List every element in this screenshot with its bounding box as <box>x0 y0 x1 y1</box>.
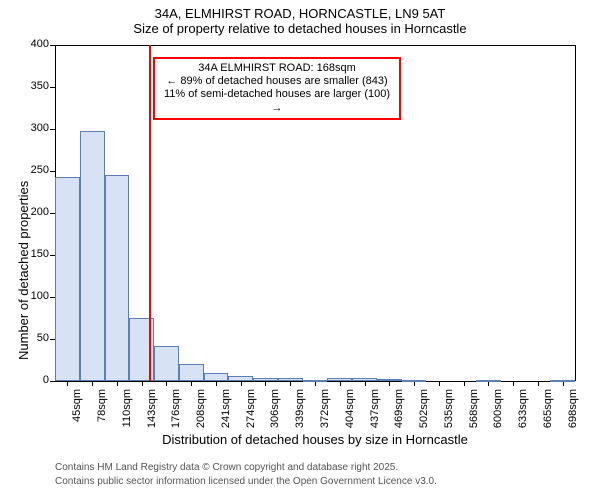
histogram-bar <box>377 379 402 381</box>
histogram-bar <box>352 378 377 381</box>
x-tick-label: 110sqm <box>121 389 133 429</box>
histogram-bar <box>550 380 575 382</box>
histogram-bar <box>253 378 278 381</box>
x-tick-mark <box>513 381 514 386</box>
x-tick-label: 241sqm <box>220 389 232 429</box>
y-tick-label: 150 <box>21 248 49 260</box>
x-tick-mark <box>365 381 366 386</box>
x-tick-mark <box>340 381 341 386</box>
x-tick-label: 437sqm <box>369 389 381 429</box>
x-tick-label: 306sqm <box>269 389 281 429</box>
histogram-bar <box>327 378 352 381</box>
x-tick-label: 502sqm <box>418 389 430 429</box>
x-tick-label: 469sqm <box>393 389 405 429</box>
x-tick-mark <box>166 381 167 386</box>
y-tick-label: 0 <box>21 374 49 386</box>
chart-container: 34A, ELMHIRST ROAD, HORNCASTLE, LN9 5AT … <box>0 0 600 500</box>
y-tick-mark <box>50 129 55 130</box>
histogram-bar <box>179 364 204 381</box>
y-tick-label: 200 <box>21 206 49 218</box>
x-tick-mark <box>464 381 465 386</box>
x-tick-mark <box>117 381 118 386</box>
histogram-bar <box>476 380 501 382</box>
x-tick-label: 665sqm <box>542 389 554 429</box>
x-tick-label: 143sqm <box>146 389 158 429</box>
x-tick-label: 339sqm <box>294 389 306 429</box>
footer-line-2: Contains public sector information licen… <box>55 476 437 487</box>
x-tick-mark <box>142 381 143 386</box>
x-tick-mark <box>389 381 390 386</box>
chart-title-sub: Size of property relative to detached ho… <box>0 21 600 36</box>
callout-line: 11% of semi-detached houses are larger (… <box>161 88 393 114</box>
x-tick-mark <box>241 381 242 386</box>
histogram-bar <box>278 378 303 381</box>
axis-border <box>55 45 575 46</box>
y-tick-mark <box>50 381 55 382</box>
y-tick-mark <box>50 45 55 46</box>
x-tick-label: 274sqm <box>245 389 257 429</box>
histogram-bar <box>204 373 229 381</box>
callout-line: ← 89% of detached houses are smaller (84… <box>161 75 393 88</box>
x-tick-label: 45sqm <box>71 389 83 429</box>
y-tick-label: 300 <box>21 122 49 134</box>
y-tick-label: 50 <box>21 332 49 344</box>
y-tick-mark <box>50 171 55 172</box>
x-tick-mark <box>216 381 217 386</box>
x-tick-mark <box>191 381 192 386</box>
histogram-bar <box>80 131 105 381</box>
x-axis-label: Distribution of detached houses by size … <box>55 432 575 447</box>
histogram-bar <box>303 380 328 382</box>
x-tick-label: 78sqm <box>96 389 108 429</box>
x-tick-mark <box>290 381 291 386</box>
x-tick-mark <box>92 381 93 386</box>
x-tick-label: 568sqm <box>468 389 480 429</box>
y-tick-label: 100 <box>21 290 49 302</box>
reference-line <box>149 45 151 381</box>
y-tick-label: 350 <box>21 80 49 92</box>
callout-box: 34A ELMHIRST ROAD: 168sqm← 89% of detach… <box>153 57 401 120</box>
x-tick-label: 535sqm <box>443 389 455 429</box>
histogram-bar <box>402 380 427 382</box>
histogram-bar <box>105 175 130 381</box>
histogram-bar <box>154 346 179 381</box>
y-tick-mark <box>50 87 55 88</box>
x-tick-mark <box>265 381 266 386</box>
x-tick-label: 600sqm <box>492 389 504 429</box>
footer-line-1: Contains HM Land Registry data © Crown c… <box>55 462 398 473</box>
x-tick-label: 698sqm <box>567 389 579 429</box>
y-tick-label: 250 <box>21 164 49 176</box>
x-tick-mark <box>439 381 440 386</box>
histogram-bar <box>55 177 80 381</box>
y-tick-label: 400 <box>21 38 49 50</box>
x-tick-label: 372sqm <box>319 389 331 429</box>
callout-line: 34A ELMHIRST ROAD: 168sqm <box>161 62 393 75</box>
chart-title-main: 34A, ELMHIRST ROAD, HORNCASTLE, LN9 5AT <box>0 0 600 21</box>
x-tick-label: 633sqm <box>517 389 529 429</box>
histogram-bar <box>228 376 253 381</box>
x-tick-label: 404sqm <box>344 389 356 429</box>
x-tick-label: 208sqm <box>195 389 207 429</box>
axis-border <box>575 45 576 381</box>
x-tick-mark <box>67 381 68 386</box>
x-tick-mark <box>538 381 539 386</box>
x-tick-label: 176sqm <box>170 389 182 429</box>
